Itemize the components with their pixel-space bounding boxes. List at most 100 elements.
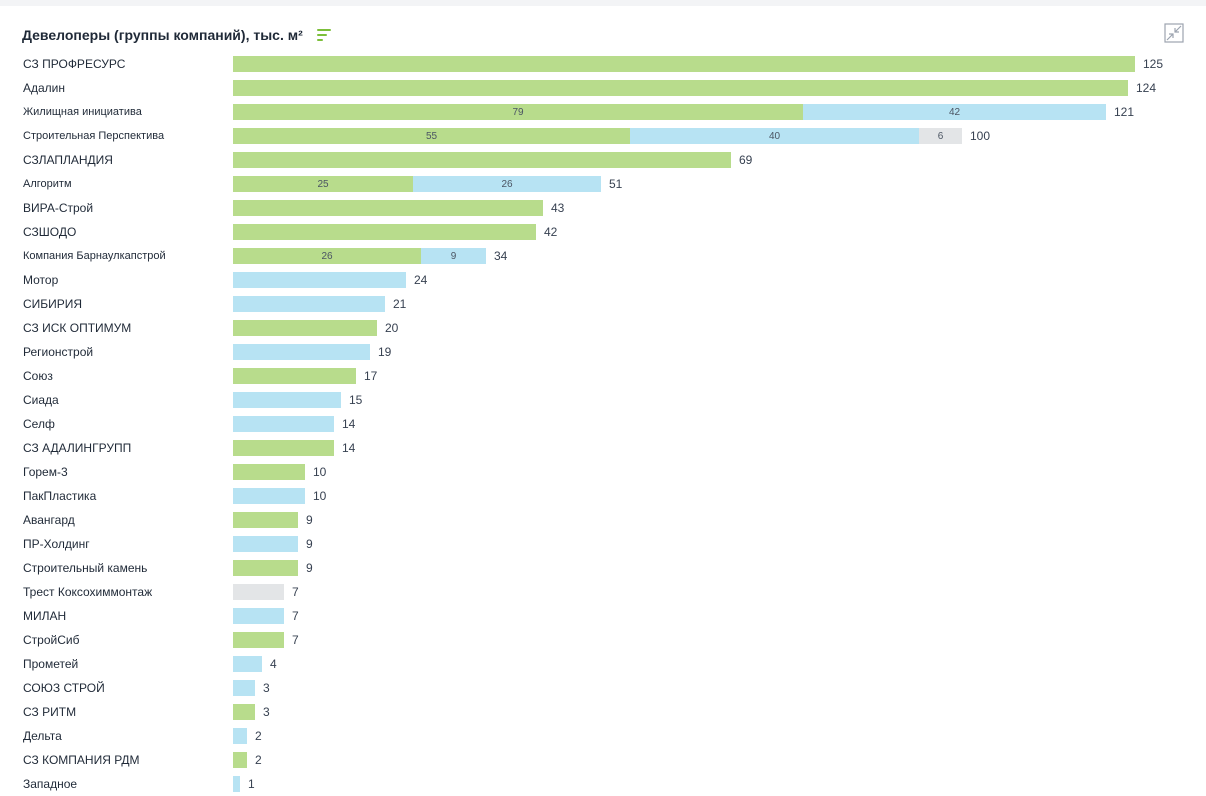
bar-total-label: 9 xyxy=(306,537,313,551)
bar-total-label: 3 xyxy=(263,705,270,719)
bar-segment[interactable] xyxy=(233,536,298,552)
bar-segment[interactable]: 9 xyxy=(421,248,486,264)
bar-row: Компания Барнаулкапстрой 26 9 34 xyxy=(0,244,1206,268)
stacked-bar[interactable] xyxy=(233,656,262,672)
bar-segment[interactable] xyxy=(233,680,255,696)
bar-segment[interactable] xyxy=(233,752,247,768)
stacked-bar[interactable] xyxy=(233,464,305,480)
bar-segment[interactable] xyxy=(233,296,385,312)
bar-segment[interactable] xyxy=(233,512,298,528)
bar-segment[interactable]: 40 xyxy=(630,128,919,144)
stacked-bar[interactable] xyxy=(233,512,298,528)
bar-row: Сиада 15 xyxy=(0,388,1206,412)
bar-segment[interactable] xyxy=(233,584,284,600)
bar-segment[interactable] xyxy=(233,344,370,360)
bar-segment[interactable] xyxy=(233,152,731,168)
bar-total-label: 9 xyxy=(306,513,313,527)
stacked-bar[interactable] xyxy=(233,560,298,576)
stacked-bar[interactable] xyxy=(233,440,334,456)
bar-row: Алгоритм 25 26 51 xyxy=(0,172,1206,196)
stacked-bar[interactable] xyxy=(233,632,284,648)
bar-segment[interactable]: 6 xyxy=(919,128,962,144)
bar-segment[interactable] xyxy=(233,776,240,792)
stacked-bar[interactable] xyxy=(233,152,731,168)
stacked-bar[interactable] xyxy=(233,776,240,792)
category-label: Прометей xyxy=(23,657,79,671)
bar-segment[interactable]: 42 xyxy=(803,104,1106,120)
bar-segment[interactable] xyxy=(233,320,377,336)
category-label: ПакПластика xyxy=(23,489,97,503)
stacked-bar[interactable] xyxy=(233,488,305,504)
stacked-bar[interactable] xyxy=(233,200,543,216)
bar-row: Союз 17 xyxy=(0,364,1206,388)
category-label: Авангард xyxy=(23,513,75,527)
stacked-bar[interactable]: 25 26 xyxy=(233,176,601,192)
bar-segment[interactable] xyxy=(233,56,1135,72)
category-label: Дельта xyxy=(23,729,62,743)
stacked-bar[interactable] xyxy=(233,224,536,240)
stacked-bar[interactable] xyxy=(233,320,377,336)
bar-segment[interactable] xyxy=(233,656,262,672)
bar-segment[interactable] xyxy=(233,608,284,624)
category-label: СЗ КОМПАНИЯ РДМ xyxy=(23,753,140,767)
bar-segment[interactable] xyxy=(233,368,356,384)
bar-segment[interactable]: 26 xyxy=(413,176,601,192)
stacked-bar[interactable] xyxy=(233,728,247,744)
category-label: Союз xyxy=(23,369,53,383)
category-label: СОЮЗ СТРОЙ xyxy=(23,681,105,695)
stacked-bar[interactable] xyxy=(233,704,255,720)
bar-segment[interactable]: 55 xyxy=(233,128,630,144)
category-label: СЗШОДО xyxy=(23,225,77,239)
stacked-bar[interactable] xyxy=(233,536,298,552)
stacked-bar[interactable] xyxy=(233,80,1128,96)
bar-segment[interactable] xyxy=(233,560,298,576)
stacked-bar[interactable] xyxy=(233,272,406,288)
bar-segment[interactable]: 26 xyxy=(233,248,421,264)
bar-segment[interactable] xyxy=(233,704,255,720)
bar-total-label: 7 xyxy=(292,633,299,647)
collapse-arrows-icon[interactable] xyxy=(1164,23,1184,43)
bar-total-label: 2 xyxy=(255,753,262,767)
bar-segment[interactable] xyxy=(233,440,334,456)
bar-segment[interactable] xyxy=(233,416,334,432)
sort-icon[interactable] xyxy=(316,28,333,42)
stacked-bar[interactable] xyxy=(233,56,1135,72)
bar-row: Мотор 24 xyxy=(0,268,1206,292)
bar-row: Трест Коксохиммонтаж 7 xyxy=(0,580,1206,604)
bar-segment[interactable] xyxy=(233,272,406,288)
bar-segment[interactable] xyxy=(233,224,536,240)
stacked-bar[interactable] xyxy=(233,296,385,312)
bar-row: Адалин 124 xyxy=(0,76,1206,100)
bar-segment[interactable] xyxy=(233,80,1128,96)
stacked-bar[interactable] xyxy=(233,752,247,768)
bar-total-label: 7 xyxy=(292,609,299,623)
category-label: СЗ ИСК ОПТИМУМ xyxy=(23,321,132,335)
bar-segment[interactable] xyxy=(233,488,305,504)
bar-total-label: 100 xyxy=(970,129,991,143)
stacked-bar[interactable]: 26 9 xyxy=(233,248,486,264)
bar-segment[interactable] xyxy=(233,728,247,744)
bar-segment[interactable]: 79 xyxy=(233,104,803,120)
bar-segment[interactable] xyxy=(233,392,341,408)
bar-segment[interactable]: 25 xyxy=(233,176,413,192)
stacked-bar[interactable] xyxy=(233,608,284,624)
stacked-bar[interactable] xyxy=(233,368,356,384)
bar-total-label: 15 xyxy=(349,393,363,407)
stacked-bar[interactable]: 55 40 6 xyxy=(233,128,962,144)
stacked-bar[interactable] xyxy=(233,392,341,408)
top-strip xyxy=(0,0,1206,6)
stacked-bar[interactable] xyxy=(233,416,334,432)
bar-segment[interactable] xyxy=(233,632,284,648)
category-label: СтройСиб xyxy=(23,633,80,647)
category-label: Горем-3 xyxy=(23,465,68,479)
bar-segment[interactable] xyxy=(233,464,305,480)
bar-row: ПР-Холдинг 9 xyxy=(0,532,1206,556)
stacked-bar[interactable] xyxy=(233,344,370,360)
bar-total-label: 51 xyxy=(609,177,623,191)
stacked-bar[interactable] xyxy=(233,680,255,696)
bar-row: СИБИРИЯ 21 xyxy=(0,292,1206,316)
bar-segment[interactable] xyxy=(233,200,543,216)
bar-row: Прометей 4 xyxy=(0,652,1206,676)
stacked-bar[interactable] xyxy=(233,584,284,600)
stacked-bar[interactable]: 79 42 xyxy=(233,104,1106,120)
